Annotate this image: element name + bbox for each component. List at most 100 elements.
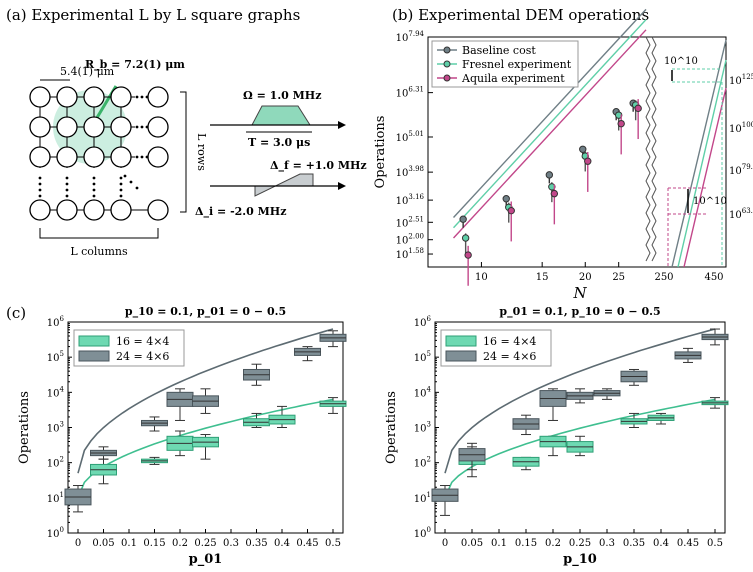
panel-b-points [459, 99, 642, 286]
detuning-axis-arrowhead [338, 182, 346, 190]
legend-label: 24 = 4×6 [483, 350, 536, 363]
continuation-dot [65, 182, 69, 186]
atom-site [29, 146, 51, 168]
panel-b-ylabel: Operations [373, 116, 388, 189]
continuation-dot [119, 188, 123, 192]
atom-site [147, 116, 169, 138]
rb-label: R_b = 7.2(1) μm [85, 58, 185, 72]
x-tick-label: 10 [475, 272, 488, 283]
continuation-dot [92, 194, 96, 198]
atom-site [56, 116, 78, 138]
legend-swatch [445, 350, 477, 362]
x-tick-label: 0.15 [515, 538, 537, 549]
tick-label: 107.94 [396, 30, 425, 44]
x-tick-label: 15 [536, 272, 549, 283]
x-tick-label: 0.35 [245, 538, 267, 549]
data-point [507, 206, 515, 215]
continuation-dot [135, 125, 139, 129]
panel-c-label: (c) [6, 304, 26, 322]
tick-label: 101 [47, 491, 64, 505]
x-tick-label: 0.05 [92, 538, 114, 549]
fit-line-large-n-2 [683, 87, 727, 268]
tick-label: 105.01 [396, 130, 424, 144]
legend-marker [443, 46, 451, 54]
x-axis-label: p_10 [563, 552, 597, 567]
continuation-dot [38, 188, 42, 192]
continuation-dot [135, 95, 139, 99]
chart-title: p_10 = 0.1, p_01 = 0 − 0.5 [125, 305, 286, 319]
x-tick-label: 0.2 [172, 538, 188, 549]
legend-swatch [78, 350, 110, 362]
continuation-dot [65, 176, 69, 180]
x-tick-label: 25 [612, 272, 625, 283]
atom-site [83, 199, 105, 221]
panel-c-right: p_01 = 0.1, p_10 = 0 − 0.5 Operations p_10… [384, 305, 729, 567]
tick-label: 102.00 [396, 233, 424, 247]
continuation-dot [140, 155, 144, 159]
continuation-dot [135, 155, 139, 159]
x-tick-label: 0.25 [194, 538, 216, 549]
tick-label: 105 [47, 350, 64, 364]
tick-label: 104 [414, 385, 432, 399]
cols-bracket [39, 228, 159, 239]
annotation-1010-top: 10^10 [664, 56, 698, 67]
tick-label: 104 [47, 385, 65, 399]
panel-c-left: p_10 = 0.1, p_01 = 0 − 0.5 Operations p_01… [17, 305, 347, 567]
tick-label: 1079.4 [729, 163, 753, 177]
continuation-dot [38, 182, 42, 186]
panel-b-title: (b) Experimental DEM operations [392, 6, 649, 24]
delta-f-label: Δ_f = +1.0 MHz [270, 159, 367, 173]
continuation-dot [129, 180, 133, 184]
atom-site [110, 199, 132, 221]
y-axis-label: Operations [384, 391, 399, 464]
detuning-pulse [218, 173, 314, 197]
continuation-dot [92, 182, 96, 186]
continuation-dot [65, 194, 69, 198]
chart-title: p_01 = 0.1, p_10 = 0 − 0.5 [499, 305, 660, 319]
rows-bracket [180, 91, 187, 213]
data-point [545, 171, 554, 179]
tick-label: 1063.1 [729, 207, 753, 221]
legend-label: 16 = 4×4 [116, 335, 169, 348]
x-axis-label: p_01 [189, 552, 223, 567]
data-point [502, 195, 510, 203]
tick-label: 103 [47, 421, 64, 435]
x-tick-label: 250 [654, 272, 673, 283]
rabi-axis-arrowhead [338, 121, 346, 129]
panel-b-right-y-ticks: 1063.1 1079.4 10100 10125 [729, 73, 753, 221]
omega-label: Ω = 1.0 MHz [243, 89, 321, 102]
data-point [464, 251, 472, 259]
continuation-dot [92, 188, 96, 192]
data-point [461, 234, 470, 242]
axis-break-left [645, 36, 651, 262]
fit-line-2 [453, 29, 647, 239]
cols-label: L columns [70, 245, 128, 258]
fit-line-large-n-0 [671, 39, 727, 268]
atom-site [147, 146, 169, 168]
tick-label: 105 [414, 350, 431, 364]
data-point [459, 215, 467, 223]
atom-site [29, 199, 51, 221]
legend-swatch [78, 335, 110, 347]
x-tick-label: 0.2 [545, 538, 561, 549]
data-point [584, 157, 592, 165]
continuation-dot [92, 176, 96, 180]
x-tick-label: 0.3 [599, 538, 615, 549]
panel-a: (a) Experimental L by L square graphs 5.… [6, 6, 367, 258]
legend-label: Aquila experiment [461, 72, 565, 85]
data-point [617, 119, 625, 128]
y-axis-label: Operations [17, 391, 32, 464]
data-point [634, 104, 642, 113]
x-tick-label: 0.4 [653, 538, 669, 549]
x-tick-label: 20 [579, 272, 592, 283]
panel-a-title: (a) Experimental L by L square graphs [6, 6, 300, 24]
legend-label: Fresnel experiment [462, 58, 572, 71]
legend-swatch [445, 335, 477, 347]
x-tick-label: 0.05 [461, 538, 483, 549]
annotation-1010-bottom: 10^10 [693, 196, 727, 207]
x-tick-label: 0.45 [677, 538, 699, 549]
panel-b: (b) Experimental DEM operations Operatio… [373, 6, 753, 302]
